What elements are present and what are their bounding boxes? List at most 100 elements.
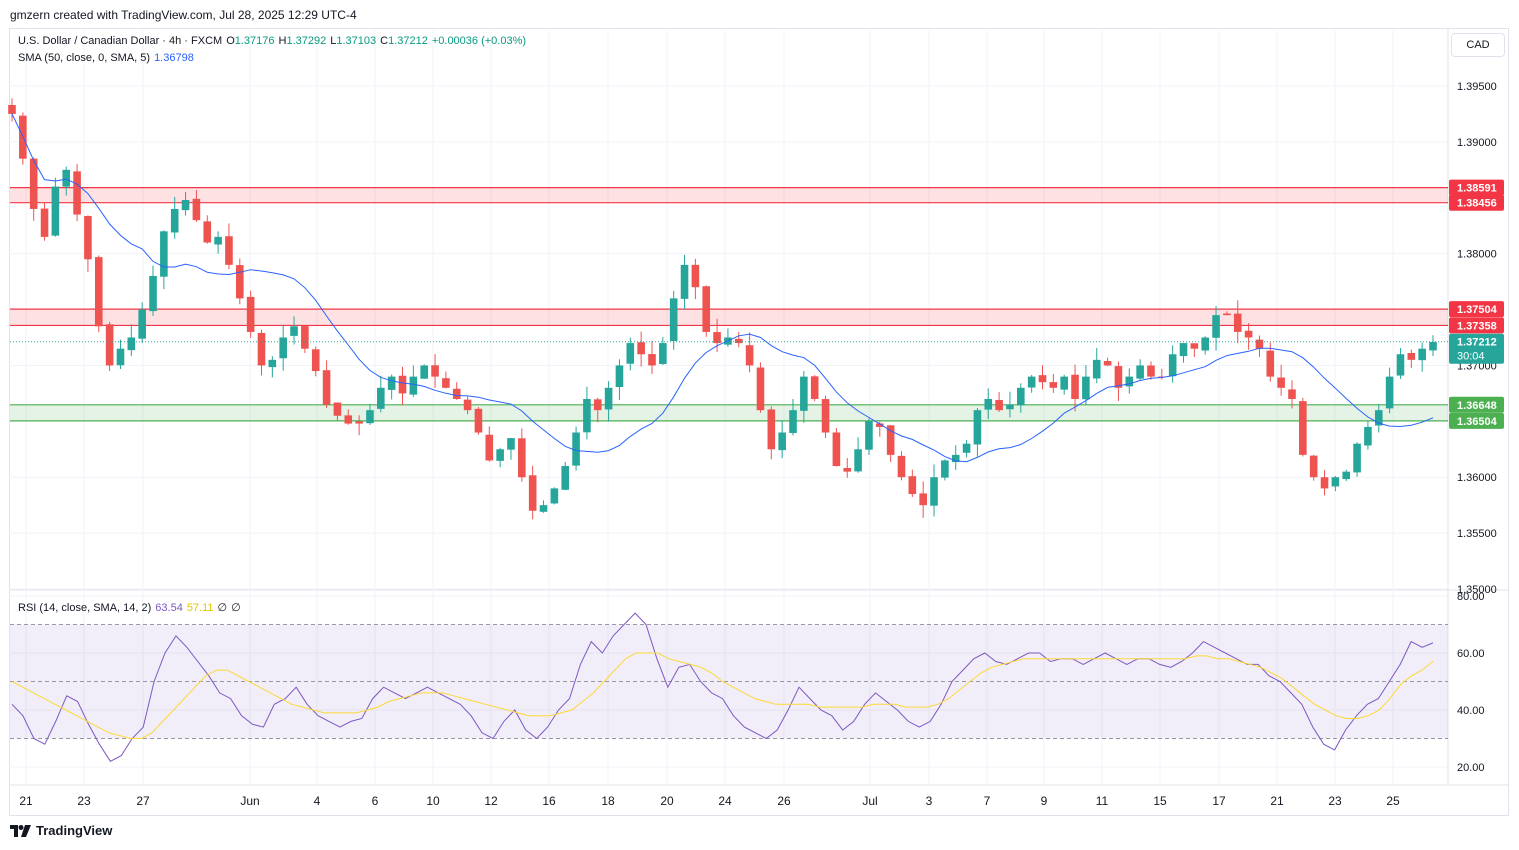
candle — [518, 428, 526, 482]
candle-body — [550, 488, 559, 504]
rsi-extra-1: ∅ — [217, 602, 228, 614]
time-tick-label: 27 — [136, 794, 150, 808]
candle-body — [962, 443, 971, 453]
candle-body — [431, 365, 439, 377]
candle — [854, 437, 862, 473]
candle — [181, 191, 190, 216]
candle-body — [1385, 376, 1394, 409]
candle-body — [73, 171, 81, 215]
candle — [951, 445, 960, 470]
candle-body — [810, 376, 819, 399]
candle-body — [1147, 365, 1155, 377]
candle-body — [626, 343, 635, 364]
candle — [1049, 373, 1058, 393]
candle — [1190, 343, 1199, 357]
candle — [702, 285, 711, 337]
candle — [160, 230, 168, 290]
candle — [19, 112, 27, 165]
main-legend: U.S. Dollar / Canadian Dollar · 4h · FXC… — [18, 35, 530, 47]
candle-body — [1017, 387, 1025, 406]
candle-body — [366, 410, 374, 424]
candle-body — [875, 423, 884, 427]
candle-body — [1092, 359, 1101, 379]
candle — [1092, 347, 1101, 384]
candle — [311, 346, 320, 377]
candle-body — [1060, 376, 1068, 390]
candle — [474, 407, 483, 435]
candle-body — [919, 493, 927, 506]
candle — [680, 254, 689, 310]
candle-body — [1006, 404, 1014, 410]
candle — [583, 386, 591, 440]
time-tick-label: Jul — [862, 794, 877, 808]
candle — [290, 316, 298, 345]
rsi-tick-label: 40.00 — [1457, 705, 1485, 717]
rsi-tick-label: 60.00 — [1457, 648, 1485, 660]
candle — [604, 381, 613, 422]
price-tick-label: 1.38000 — [1457, 249, 1497, 261]
candle — [1223, 311, 1231, 316]
chart-caption: gmzern created with TradingView.com, Jul… — [10, 8, 357, 22]
candle — [1342, 469, 1351, 482]
candle-body — [1407, 353, 1416, 360]
candle — [127, 324, 136, 357]
candle-body — [1374, 410, 1383, 426]
candle — [659, 337, 667, 365]
footer-brand[interactable]: TradingView — [10, 823, 112, 838]
candle-body — [1179, 343, 1188, 357]
candle-body — [539, 505, 548, 512]
candle-body — [1277, 377, 1285, 388]
candle — [984, 388, 993, 420]
candle — [1353, 442, 1361, 477]
candle-body — [127, 337, 136, 351]
candle — [1136, 359, 1144, 381]
candle-body — [333, 402, 342, 416]
candle-body — [1125, 376, 1134, 387]
candle-body — [1288, 389, 1296, 399]
candle — [1374, 403, 1383, 433]
price-zones — [10, 187, 1448, 422]
candle — [409, 365, 418, 397]
currency-button[interactable]: CAD — [1451, 33, 1505, 57]
candle — [62, 166, 71, 196]
candle — [1038, 365, 1047, 390]
candle-body — [62, 169, 71, 187]
candle-body — [355, 421, 363, 424]
candle — [94, 255, 103, 333]
candle — [778, 420, 786, 459]
candle-body — [1027, 376, 1036, 388]
candle-body — [420, 365, 428, 379]
ohlc-close-label: C — [380, 35, 389, 47]
rsi-band-fill — [10, 624, 1448, 739]
candle — [767, 406, 776, 460]
sma-value: 1.36798 — [154, 52, 194, 64]
candle — [1082, 365, 1090, 406]
candle — [507, 437, 515, 460]
candle — [333, 402, 342, 421]
candle-body — [105, 324, 114, 366]
candle-body — [268, 359, 277, 368]
candle — [170, 197, 179, 239]
candle-body — [1266, 350, 1275, 377]
candle — [1288, 380, 1296, 409]
candle-body — [485, 434, 494, 461]
last-price-box — [1449, 333, 1504, 364]
tradingview-logo-icon — [10, 824, 31, 837]
candle-body — [149, 276, 157, 312]
candle — [225, 223, 233, 270]
candle — [355, 415, 363, 436]
candle-body — [507, 438, 515, 450]
candle — [919, 481, 927, 518]
time-tick-label: 16 — [542, 794, 556, 808]
candle-body — [1255, 339, 1264, 349]
candle — [648, 340, 656, 374]
symbol-name: U.S. Dollar / Canadian Dollar · 4h · FXC… — [18, 35, 223, 47]
candle — [442, 371, 450, 389]
candle — [962, 439, 971, 458]
candle — [1147, 361, 1155, 380]
candle-body — [192, 198, 201, 221]
candle-body — [1309, 455, 1318, 478]
candle-body — [1201, 337, 1210, 351]
candle-body — [1353, 443, 1361, 473]
